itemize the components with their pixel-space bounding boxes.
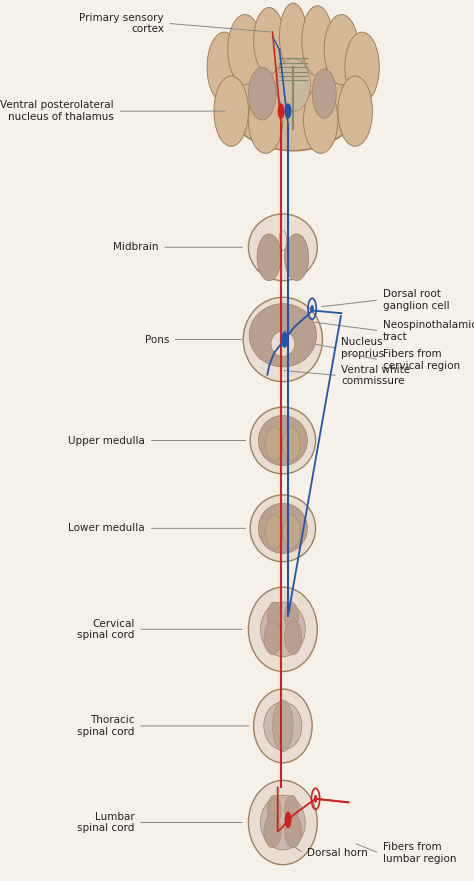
Text: Fibers from
cervical region: Fibers from cervical region (383, 349, 460, 371)
Text: Lower medulla: Lower medulla (68, 523, 145, 533)
Ellipse shape (254, 8, 284, 74)
Ellipse shape (248, 214, 317, 281)
Ellipse shape (271, 331, 295, 357)
Text: Dorsal horn: Dorsal horn (307, 848, 368, 858)
Text: Pons: Pons (145, 335, 169, 344)
Ellipse shape (312, 69, 336, 118)
Ellipse shape (283, 427, 300, 461)
Ellipse shape (284, 814, 302, 848)
Ellipse shape (261, 602, 305, 656)
Ellipse shape (261, 796, 305, 850)
Circle shape (285, 812, 291, 828)
Ellipse shape (303, 86, 338, 153)
Text: Ventral posterolateral
nucleus of thalamus: Ventral posterolateral nucleus of thalam… (0, 100, 114, 122)
Ellipse shape (249, 304, 317, 366)
Ellipse shape (283, 515, 300, 548)
Ellipse shape (258, 503, 308, 553)
Text: Midbrain: Midbrain (113, 242, 159, 252)
Ellipse shape (265, 515, 283, 548)
Ellipse shape (250, 407, 316, 474)
Text: Dorsal root
ganglion cell: Dorsal root ganglion cell (383, 289, 449, 311)
Circle shape (311, 305, 313, 312)
Circle shape (314, 796, 317, 803)
Circle shape (278, 104, 284, 118)
Text: Primary sensory
cortex: Primary sensory cortex (80, 12, 164, 34)
Ellipse shape (214, 76, 248, 146)
Text: Cervical
spinal cord: Cervical spinal cord (77, 618, 135, 640)
Text: Nucleus
proprius: Nucleus proprius (341, 337, 385, 359)
Text: Upper medulla: Upper medulla (68, 435, 145, 446)
Ellipse shape (267, 602, 281, 632)
Ellipse shape (248, 67, 276, 120)
Ellipse shape (248, 781, 317, 864)
Ellipse shape (279, 4, 307, 70)
Ellipse shape (228, 15, 262, 85)
Ellipse shape (248, 86, 283, 153)
Ellipse shape (302, 6, 333, 76)
Ellipse shape (264, 702, 302, 750)
Ellipse shape (264, 621, 281, 655)
Ellipse shape (265, 427, 283, 461)
Text: Ventral white
commissure: Ventral white commissure (341, 365, 410, 386)
Ellipse shape (284, 621, 302, 655)
Ellipse shape (284, 602, 298, 632)
Circle shape (279, 231, 287, 250)
Ellipse shape (284, 234, 309, 281)
Circle shape (285, 104, 291, 118)
Ellipse shape (273, 700, 293, 751)
Ellipse shape (276, 58, 310, 111)
Text: Neospinothalamic
tract: Neospinothalamic tract (383, 320, 474, 342)
Ellipse shape (243, 298, 322, 381)
Ellipse shape (338, 76, 373, 146)
Ellipse shape (254, 689, 312, 763)
Ellipse shape (258, 416, 308, 465)
Text: Thoracic
spinal cord: Thoracic spinal cord (77, 715, 135, 737)
Ellipse shape (324, 15, 359, 85)
Circle shape (282, 331, 288, 347)
Ellipse shape (257, 234, 281, 281)
Ellipse shape (207, 32, 242, 102)
Text: Fibers from
lumbar region: Fibers from lumbar region (383, 842, 456, 864)
Ellipse shape (250, 495, 316, 562)
Ellipse shape (248, 587, 317, 671)
Ellipse shape (264, 814, 281, 848)
Text: Lumbar
spinal cord: Lumbar spinal cord (77, 811, 135, 833)
Ellipse shape (284, 796, 298, 825)
Ellipse shape (345, 32, 379, 102)
Ellipse shape (267, 796, 281, 825)
Ellipse shape (218, 19, 369, 151)
